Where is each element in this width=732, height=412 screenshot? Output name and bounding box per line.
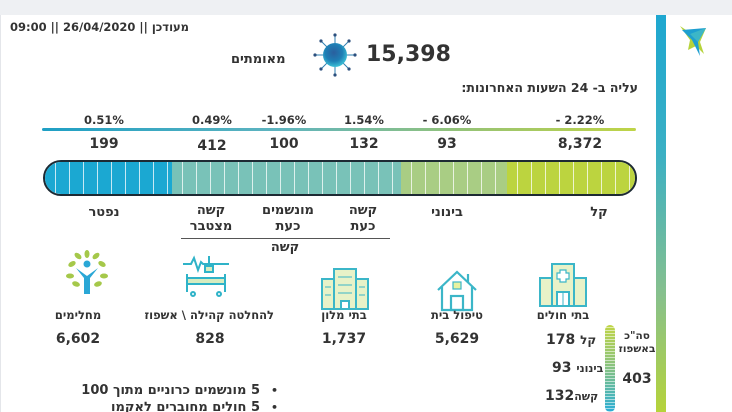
category-severe-cumulative: קשה מצטבר bbox=[180, 203, 242, 235]
category-mild: קל bbox=[574, 205, 624, 221]
severity-thermometer-bar bbox=[43, 160, 637, 196]
pct-severe-cumulative: 0.49% bbox=[192, 113, 232, 127]
community-bed-icon bbox=[183, 255, 229, 297]
category-deceased-line1: נפטר bbox=[88, 205, 120, 220]
note-item: 5 מונשמים כרוניים מתוך 100 bbox=[40, 382, 280, 399]
severe-group-label: קשה bbox=[270, 240, 300, 255]
label-home-care: טיפול בית bbox=[431, 308, 483, 322]
hospital-total-label-line1: סה"כ bbox=[624, 330, 650, 342]
hospital-severe: קשה132 bbox=[545, 388, 598, 404]
top-strip bbox=[0, 0, 732, 15]
category-ventilated-now-line2: כעת bbox=[275, 219, 301, 234]
value-community-pending: 828 bbox=[195, 331, 225, 347]
confirmed-label: מאומתים bbox=[231, 52, 286, 67]
pct-moderate: - 6.06% bbox=[422, 113, 472, 127]
confirmed-count: 15,398 bbox=[366, 42, 451, 67]
category-severe-cumulative-line2: מצטבר bbox=[189, 219, 233, 234]
value-home-care: 5,629 bbox=[434, 331, 480, 347]
segment-moderate bbox=[401, 162, 507, 194]
category-ventilated-now-line1: מונשמים bbox=[262, 203, 314, 218]
note-item: 5 חולים מחוברים לאקמו bbox=[40, 399, 280, 412]
hospital-icon bbox=[539, 263, 587, 307]
hospital-mild-value: 178 bbox=[546, 332, 576, 348]
value-ventilated-now: 100 bbox=[269, 136, 299, 152]
hospital-moderate-label: בינוני bbox=[576, 362, 604, 375]
accent-gradient-bar bbox=[656, 15, 666, 412]
hospital-severe-label: קשה bbox=[574, 390, 599, 403]
ministry-logo-icon bbox=[680, 26, 706, 56]
hospital-severe-value: 132 bbox=[545, 388, 575, 404]
recovered-tree-icon bbox=[66, 250, 108, 294]
category-moderate: בינוני bbox=[412, 205, 482, 221]
value-hotels: 1,737 bbox=[321, 331, 367, 347]
label-hospitals: בתי חולים bbox=[536, 308, 590, 322]
hospital-mini-thermometer bbox=[605, 325, 615, 412]
label-hotels: בתי מלון bbox=[321, 308, 367, 322]
category-severe-now-line2: כעת bbox=[350, 219, 376, 234]
pct-mild: - 2.22% bbox=[555, 113, 605, 127]
hotel-icon bbox=[321, 268, 369, 310]
category-moderate-line1: בינוני bbox=[431, 205, 463, 220]
hospital-total-value: 403 bbox=[622, 371, 652, 387]
notes-list: 5 מונשמים כרוניים מתוך 100 5 חולים מחובר… bbox=[40, 382, 280, 412]
hospital-moderate-value: 93 bbox=[552, 360, 572, 376]
hospital-moderate: בינוני 93 bbox=[552, 360, 603, 376]
hospital-mild: קל 178 bbox=[546, 332, 596, 348]
category-severe-now: קשה כעת bbox=[338, 203, 388, 235]
hospital-total-label: סה"כ באשפוז bbox=[618, 330, 656, 356]
category-mild-line1: קל bbox=[590, 205, 608, 220]
last-updated: 09:00 || 26/04/2020 || מעודכן bbox=[10, 20, 189, 34]
value-severe-cumulative: 412 bbox=[197, 138, 227, 154]
value-deceased: 199 bbox=[89, 136, 119, 152]
hospital-total-label-line2: באשפוז bbox=[618, 343, 656, 355]
pct-ventilated-now: -1.96% bbox=[261, 113, 307, 127]
segment-mild bbox=[507, 162, 635, 194]
value-recovered: 6,602 bbox=[55, 331, 101, 347]
hospital-mild-label: קל bbox=[580, 333, 597, 347]
severe-group-rule bbox=[181, 238, 390, 239]
home-care-icon bbox=[437, 270, 477, 312]
virus-icon bbox=[313, 33, 357, 77]
rise-24h-title: עליה ב- 24 השעות האחרונות: bbox=[461, 80, 638, 95]
value-severe-now: 132 bbox=[349, 136, 379, 152]
category-ventilated-now: מונשמים כעת bbox=[255, 203, 321, 235]
segment-severe bbox=[172, 162, 401, 194]
value-moderate: 93 bbox=[437, 136, 457, 152]
category-deceased: נפטר bbox=[74, 205, 134, 221]
percent-divider-line bbox=[42, 128, 636, 131]
label-recovered: מחלימים bbox=[54, 308, 102, 322]
label-community-pending: להחלטה קהילה \ אשפוז bbox=[144, 308, 274, 322]
category-severe-now-line1: קשה bbox=[348, 203, 378, 218]
pct-deceased: 0.51% bbox=[84, 113, 124, 127]
value-mild: 8,372 bbox=[557, 136, 603, 152]
category-severe-cumulative-line1: קשה bbox=[196, 203, 226, 218]
segment-deceased bbox=[45, 162, 172, 194]
pct-severe-now: 1.54% bbox=[344, 113, 384, 127]
